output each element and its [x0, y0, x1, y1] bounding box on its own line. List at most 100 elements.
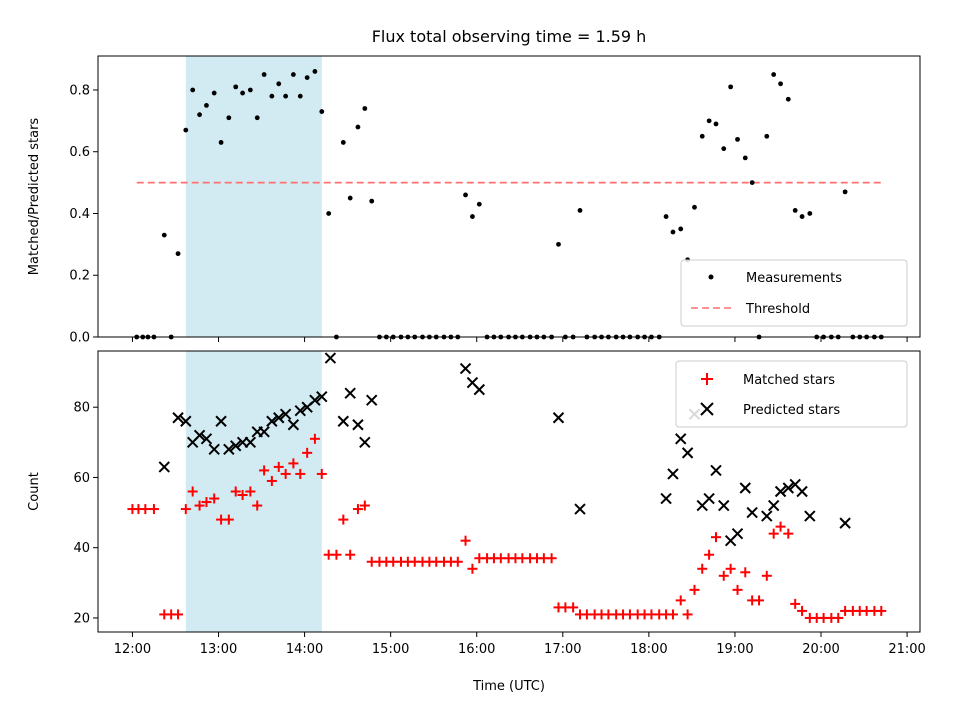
y-tick-label: 0.8: [69, 83, 90, 98]
matched-star-point: [173, 609, 184, 620]
x-tick-label: 21:00: [888, 642, 925, 657]
matched-star-point: [140, 504, 151, 515]
ratio-panel: 0.00.20.40.60.8 Matched/Predicted stars …: [27, 55, 921, 346]
matched-star-point: [280, 468, 291, 479]
matched-star-point: [452, 556, 463, 567]
measurement-point: [218, 140, 224, 145]
matched-star-point: [790, 598, 801, 609]
measurement-point: [670, 229, 676, 235]
matched-star-point: [148, 504, 159, 515]
y-tick-label: 0.6: [69, 145, 90, 160]
matched-star-point: [711, 532, 722, 543]
matched-star-point: [768, 528, 779, 539]
matched-star-point: [245, 486, 256, 497]
measurement-point: [204, 103, 209, 108]
matched-star-point: [704, 549, 715, 560]
predicted-star-point: [200, 433, 213, 445]
predicted-star-point: [574, 503, 586, 515]
measurement-point: [785, 96, 791, 102]
x-tick-label: 20:00: [802, 642, 839, 657]
measurement-point: [312, 69, 318, 74]
predicted-star-point: [158, 461, 170, 473]
legend-matched-label: Matched stars: [743, 373, 835, 388]
x-tick-label: 19:00: [716, 642, 753, 657]
matched-star-point: [359, 500, 370, 511]
measurement-point: [742, 155, 748, 161]
measurement-point: [233, 84, 239, 90]
measurement-point: [319, 109, 325, 114]
matched-star-point: [568, 602, 579, 613]
chart-title: Flux total observing time = 1.59 h: [372, 27, 647, 46]
measurement-point: [240, 90, 246, 96]
predicted-star-point: [804, 510, 816, 522]
measurement-point: [692, 204, 697, 210]
matched-star-point: [345, 549, 356, 560]
x-tick-label: 15:00: [372, 642, 409, 657]
predicted-star-point: [223, 443, 235, 456]
measurement-point: [842, 189, 848, 195]
measurement-point: [728, 84, 734, 90]
y-tick-label: 40: [73, 541, 90, 556]
matched-star-point: [460, 535, 471, 546]
ratio-plot-frame: [97, 55, 921, 338]
matched-star-point: [266, 475, 277, 486]
predicted-star-point: [294, 405, 306, 417]
ratio-y-axis-label: Matched/Predicted stars: [27, 118, 42, 276]
x-tick-label: 13:00: [200, 642, 237, 657]
matched-star-point: [689, 584, 700, 595]
measurement-point: [663, 214, 669, 219]
matched-star-point: [740, 567, 751, 578]
matched-star-point: [754, 595, 765, 606]
measurement-point: [362, 106, 368, 111]
matched-star-point: [252, 500, 263, 511]
measurement-point: [713, 121, 719, 127]
matched-star-point: [309, 433, 320, 444]
y-tick-label: 20: [73, 611, 90, 626]
x-tick-label: 16:00: [458, 642, 495, 657]
matched-star-point: [237, 490, 248, 501]
predicted-star-point: [761, 510, 773, 522]
measurement-point: [326, 211, 332, 216]
count-legend: Matched stars Predicted stars: [675, 360, 908, 428]
measurement-point: [764, 133, 770, 139]
predicted-star-point: [258, 426, 270, 438]
predicted-star-point: [739, 482, 751, 494]
predicted-star-point: [244, 436, 257, 449]
predicted-star-point: [180, 415, 192, 427]
measurement-point: [699, 133, 705, 139]
measurement-point: [476, 201, 482, 207]
matched-star-point: [725, 563, 736, 574]
matched-star-point: [797, 605, 808, 616]
y-tick-label: 60: [73, 471, 90, 486]
predicted-star-point: [273, 412, 285, 424]
measurement-point: [778, 81, 783, 87]
x-tick-label: 12:00: [114, 642, 151, 657]
matched-star-point: [295, 468, 306, 479]
predicted-star-point: [731, 527, 744, 540]
measurement-point: [261, 72, 267, 77]
count-y-axis: 20 40 60 80: [73, 401, 98, 626]
predicted-star-point: [266, 415, 278, 427]
predicted-star-point: [287, 419, 300, 431]
measurement-point: [771, 72, 777, 77]
predicted-star-point: [660, 492, 672, 505]
predicted-star-point: [230, 440, 242, 452]
measurement-point: [470, 214, 475, 219]
matched-star-point: [783, 528, 794, 539]
measurement-point: [706, 118, 712, 124]
measurement-point: [247, 87, 253, 93]
count-plot-frame: [97, 350, 921, 633]
measurement-point: [226, 115, 232, 121]
measurement-point: [355, 124, 361, 130]
predicted-star-point: [193, 429, 206, 442]
matched-star-point: [682, 609, 693, 620]
legend-threshold-label: Threshold: [745, 302, 810, 317]
matched-star-point: [876, 605, 887, 616]
predicted-star-point: [703, 492, 715, 505]
measurement-point: [807, 211, 813, 216]
y-tick-label: 0.4: [69, 207, 90, 222]
x-tick-label: 14:00: [286, 642, 323, 657]
measurement-point: [735, 136, 740, 142]
